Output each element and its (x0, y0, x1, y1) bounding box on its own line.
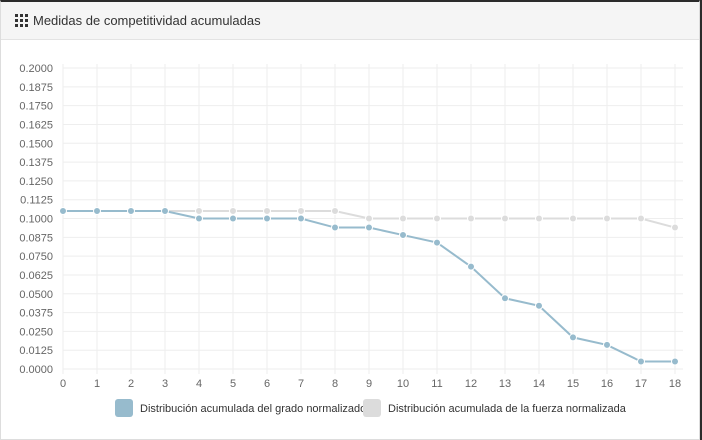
data-point[interactable] (671, 357, 679, 366)
x-tick-label: 11 (431, 378, 442, 390)
data-point[interactable] (263, 206, 271, 215)
legend-label: Distribución acumulada de la fuerza norm… (388, 403, 627, 415)
x-tick-label: 18 (669, 378, 681, 390)
x-tick-label: 1 (94, 378, 100, 390)
y-tick-label: 0.0250 (19, 326, 53, 338)
x-tick-label: 0 (60, 378, 66, 390)
x-tick-label: 3 (162, 378, 168, 390)
data-point[interactable] (127, 206, 135, 215)
x-tick-label: 7 (298, 378, 304, 390)
data-point[interactable] (433, 214, 441, 223)
data-point[interactable] (637, 357, 645, 366)
y-tick-label: 0.0625 (19, 270, 53, 282)
legend-swatch (115, 399, 133, 417)
y-tick-label: 0.1250 (19, 176, 53, 188)
y-tick-label: 0.1875 (19, 82, 53, 94)
data-point[interactable] (229, 214, 237, 223)
panel-header: Medidas de competitividad acumuladas (1, 2, 699, 40)
data-point[interactable] (535, 301, 543, 310)
x-tick-label: 10 (397, 378, 409, 390)
legend-swatch (363, 399, 381, 417)
data-point[interactable] (297, 206, 305, 215)
x-tick-label: 12 (465, 378, 477, 390)
data-point[interactable] (399, 214, 407, 223)
x-tick-label: 9 (366, 378, 372, 390)
y-tick-label: 0.0500 (19, 289, 53, 301)
legend-label: Distribución acumulada del grado normali… (140, 403, 366, 415)
y-tick-label: 0.0375 (19, 308, 53, 320)
data-point[interactable] (331, 223, 339, 232)
data-point[interactable] (467, 262, 475, 271)
data-point[interactable] (637, 214, 645, 223)
data-point[interactable] (93, 206, 101, 215)
y-tick-label: 0.1125 (20, 195, 53, 207)
y-tick-label: 0.1750 (19, 101, 53, 113)
data-point[interactable] (603, 214, 611, 223)
y-tick-label: 0.0125 (19, 345, 53, 357)
x-tick-label: 14 (533, 378, 545, 390)
data-point[interactable] (433, 238, 441, 247)
data-point[interactable] (331, 206, 339, 215)
data-point[interactable] (399, 231, 407, 240)
panel-title: Medidas de competitividad acumuladas (33, 13, 261, 28)
y-tick-label: 0.1625 (19, 119, 53, 131)
data-point[interactable] (297, 214, 305, 223)
x-tick-label: 4 (196, 378, 202, 390)
data-point[interactable] (263, 214, 271, 223)
data-point[interactable] (535, 214, 543, 223)
grid-icon (15, 14, 28, 27)
data-point[interactable] (59, 206, 67, 215)
x-tick-label: 15 (567, 378, 579, 390)
data-point[interactable] (501, 214, 509, 223)
data-point[interactable] (365, 214, 373, 223)
data-point[interactable] (671, 223, 679, 232)
data-point[interactable] (195, 206, 203, 215)
x-tick-label: 2 (128, 378, 134, 390)
x-tick-label: 16 (601, 378, 613, 390)
x-tick-label: 8 (332, 378, 338, 390)
y-tick-label: 0.1000 (19, 214, 53, 226)
y-tick-label: 0.1500 (19, 138, 53, 150)
data-point[interactable] (569, 333, 577, 342)
data-point[interactable] (501, 294, 509, 303)
data-point[interactable] (603, 340, 611, 349)
data-point[interactable] (365, 223, 373, 232)
x-tick-label: 6 (264, 378, 270, 390)
x-tick-label: 13 (499, 378, 511, 390)
x-tick-label: 5 (230, 378, 236, 390)
data-point[interactable] (229, 206, 237, 215)
y-tick-label: 0.2000 (19, 63, 53, 75)
line-chart: 0.0000 0.0125 0.0250 0.0375 0.0500 0.0625 0.07… (19, 63, 683, 417)
data-point[interactable] (467, 214, 475, 223)
y-tick-label: 0.0875 (19, 232, 53, 244)
x-tick-label: 17 (635, 378, 647, 390)
y-tick-label: 0.0750 (19, 251, 53, 263)
y-tick-label: 0.1375 (19, 157, 53, 169)
data-point[interactable] (161, 206, 169, 215)
data-point[interactable] (569, 214, 577, 223)
data-point[interactable] (195, 214, 203, 223)
y-tick-label: 0.0000 (19, 364, 53, 376)
